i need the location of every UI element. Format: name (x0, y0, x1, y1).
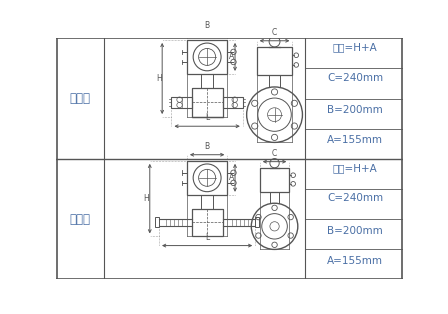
Text: 总高=H+A: 总高=H+A (333, 163, 378, 173)
Text: B: B (205, 21, 210, 30)
Text: L: L (205, 233, 209, 242)
Text: A: A (229, 173, 234, 182)
Text: H: H (143, 194, 149, 203)
Text: C: C (272, 28, 277, 37)
Text: H: H (156, 74, 162, 83)
Text: B: B (205, 142, 210, 151)
Text: C=240mm: C=240mm (327, 73, 383, 83)
Bar (155, 218, 159, 227)
Text: B=200mm: B=200mm (327, 105, 383, 115)
Bar (192, 208, 223, 236)
Text: 螺纹型: 螺纹型 (69, 213, 90, 225)
Text: A=155mm: A=155mm (327, 135, 383, 145)
Text: L: L (205, 113, 209, 122)
Bar (260, 168, 289, 192)
Bar (255, 218, 259, 227)
Text: A=155mm: A=155mm (327, 256, 383, 266)
Text: C: C (272, 149, 277, 158)
Bar (172, 97, 192, 108)
Text: B=200mm: B=200mm (327, 226, 383, 236)
Bar (257, 47, 293, 75)
Text: 卡箍型: 卡箍型 (69, 92, 90, 105)
Bar (223, 97, 243, 108)
Text: A: A (229, 52, 234, 62)
Bar (192, 88, 223, 117)
Text: 总高=H+A: 总高=H+A (333, 42, 378, 52)
Text: C=240mm: C=240mm (327, 193, 383, 203)
